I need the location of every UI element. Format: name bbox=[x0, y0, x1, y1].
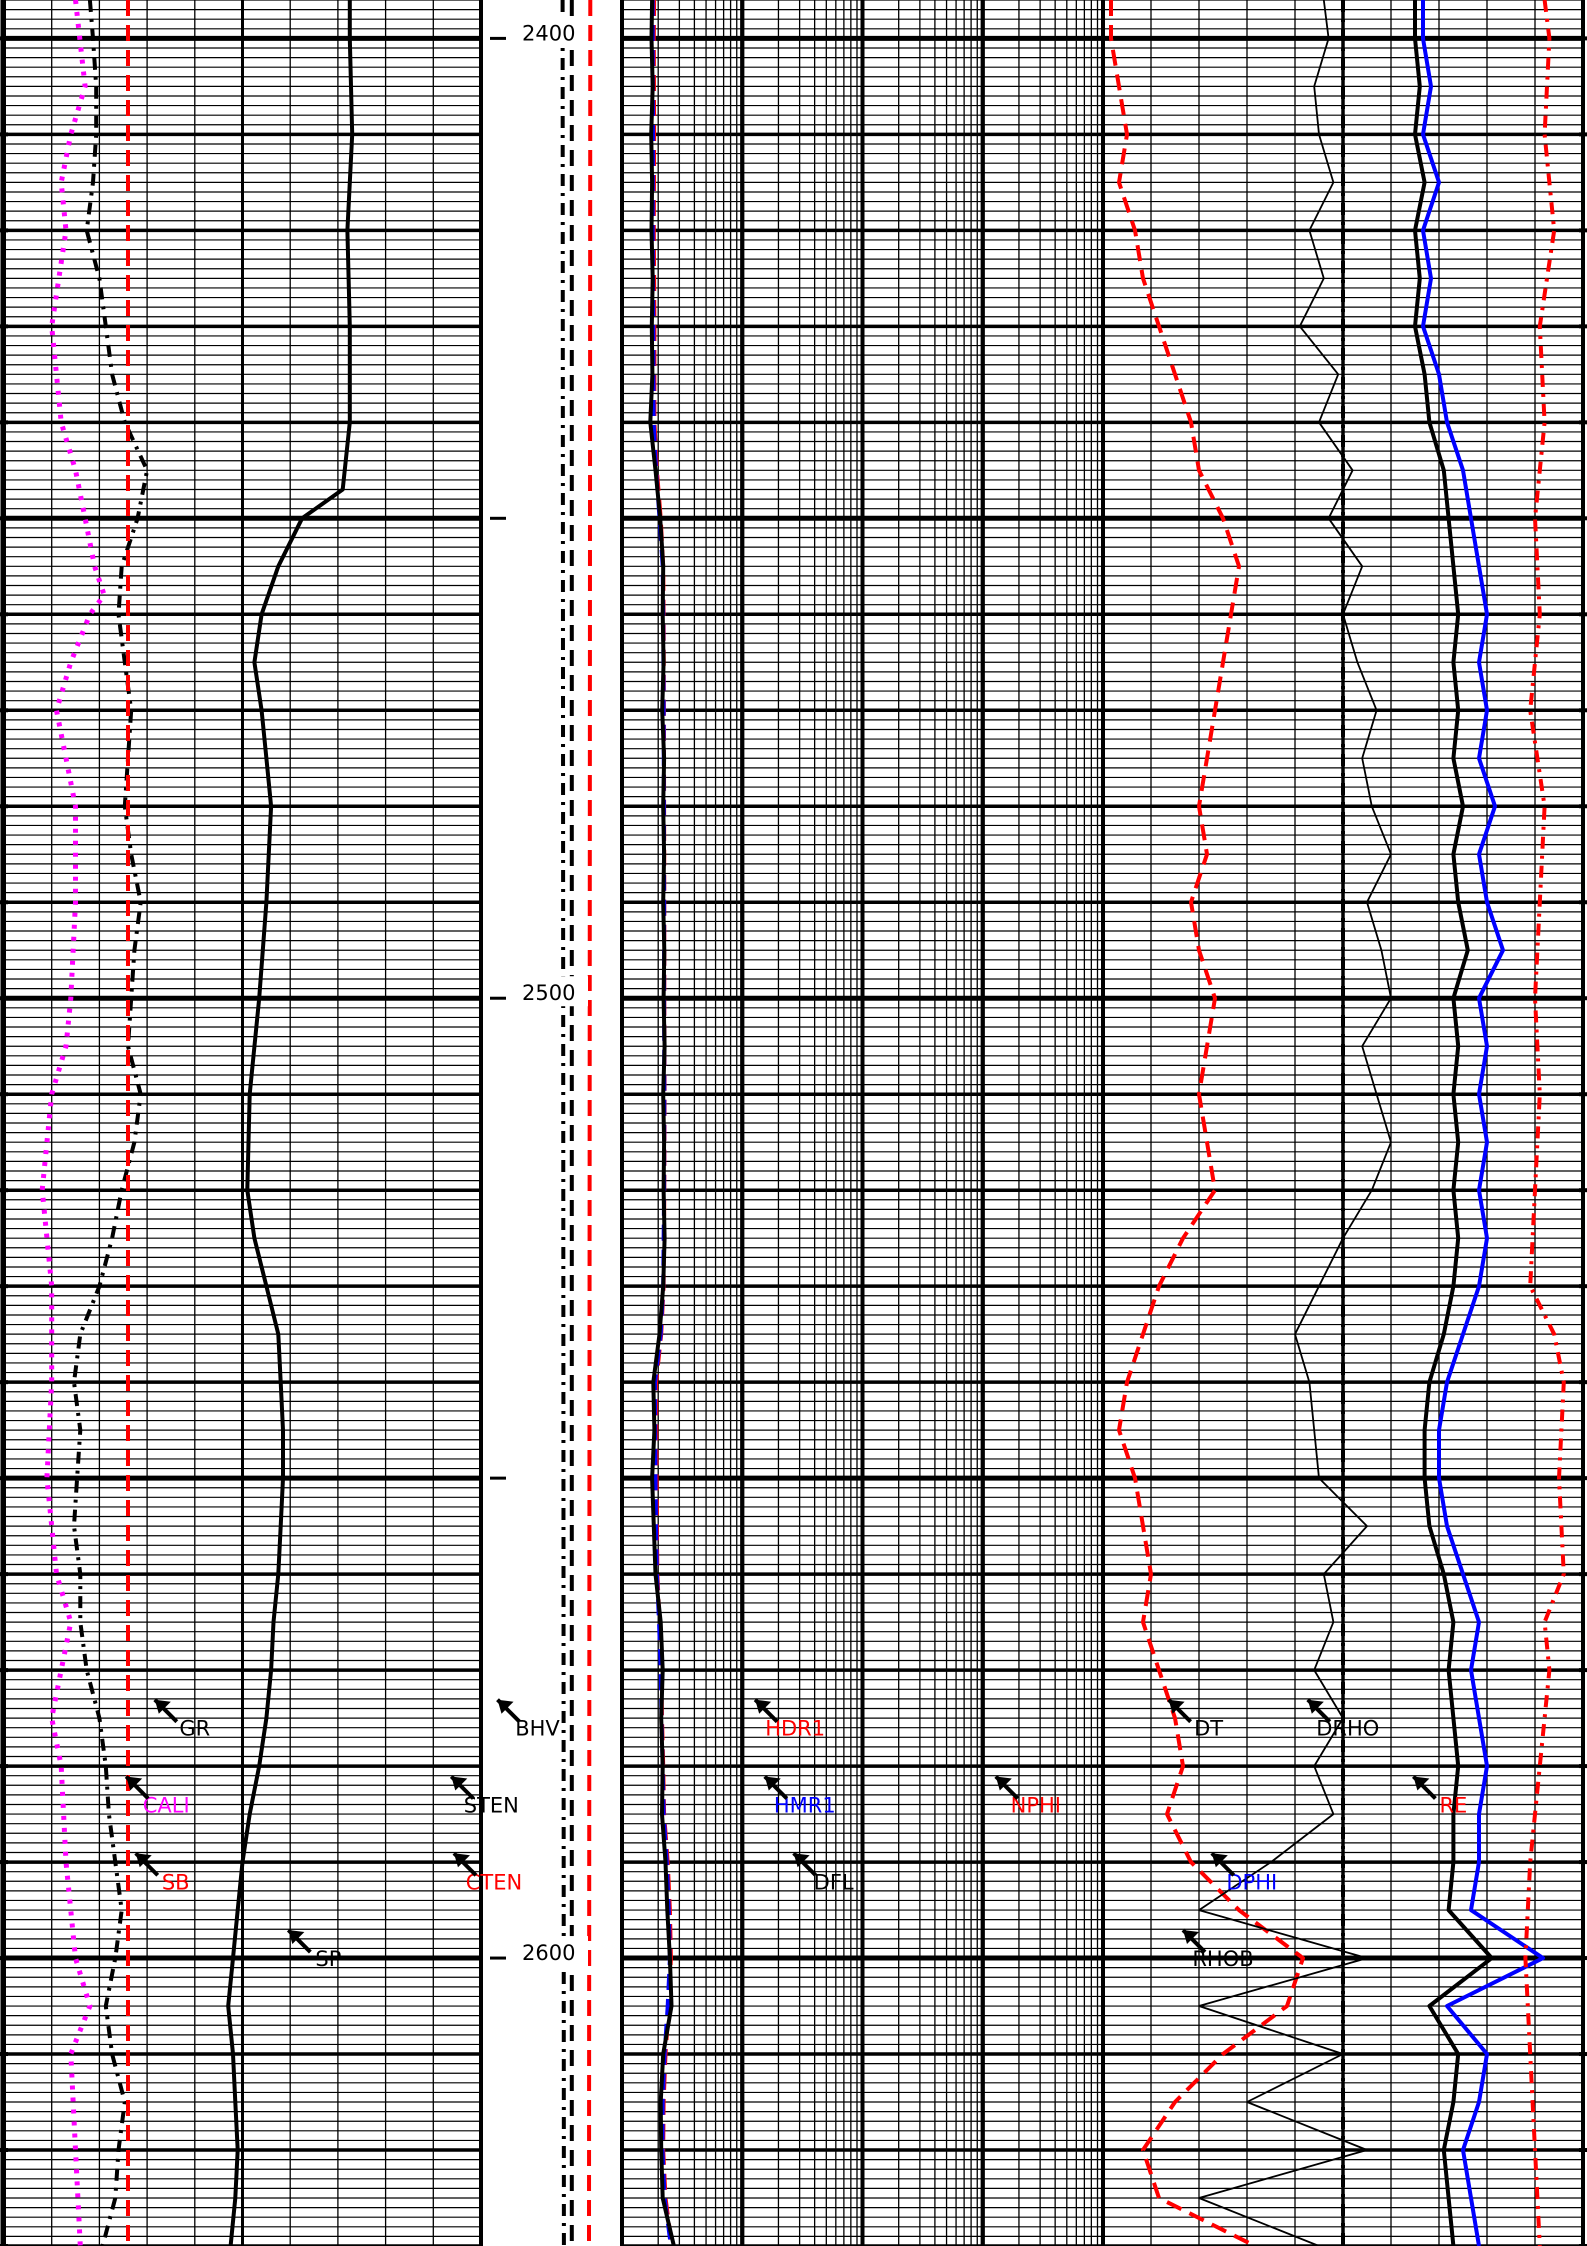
leader-arrowhead bbox=[1211, 1853, 1228, 1868]
curve-dt bbox=[1198, 0, 1392, 2246]
leader-arrowhead bbox=[1307, 1699, 1324, 1714]
curve-label-dfl: DFL bbox=[814, 1870, 854, 1894]
leader-arrowhead bbox=[1183, 1930, 1199, 1945]
depth-label: 2400 bbox=[522, 21, 575, 45]
curve-label-nphi: NPHI bbox=[1011, 1793, 1061, 1817]
leader-arrowhead bbox=[793, 1853, 810, 1868]
leader-arrowhead bbox=[497, 1699, 514, 1714]
curve-label-dphi: DPHI bbox=[1226, 1870, 1277, 1894]
curve-dfl bbox=[648, 0, 676, 2246]
depth-label-bg bbox=[520, 16, 588, 47]
curve-label-sp: SP bbox=[315, 1947, 341, 1971]
depth-label: 2500 bbox=[522, 981, 575, 1005]
leader-arrowhead bbox=[764, 1776, 781, 1791]
depth-labels-layer: 2400 2500 2600 bbox=[520, 16, 588, 1967]
curve-label-bhv: BHV bbox=[515, 1717, 560, 1741]
leader-arrowhead bbox=[154, 1699, 171, 1714]
curves-layer bbox=[39, 0, 1566, 2246]
curve-label-re: RE bbox=[1439, 1793, 1467, 1817]
leader-arrowhead bbox=[1168, 1699, 1185, 1714]
curve-sp bbox=[226, 0, 355, 2246]
depth-label-bg bbox=[520, 976, 588, 1007]
curve-nphi bbox=[1109, 0, 1305, 2246]
curve-gr bbox=[72, 0, 150, 2246]
depth-label: 2600 bbox=[522, 1941, 575, 1965]
curve-bhv bbox=[560, 0, 566, 2246]
leader-arrowhead bbox=[451, 1776, 468, 1791]
leader-arrowhead bbox=[126, 1776, 143, 1791]
curve-label-dt: DT bbox=[1194, 1717, 1223, 1741]
leader-arrowhead bbox=[755, 1699, 772, 1714]
curve-cali bbox=[39, 0, 107, 2246]
leader-arrowhead bbox=[453, 1853, 470, 1868]
curve-pe bbox=[1523, 0, 1566, 2246]
leader-arrowhead bbox=[995, 1776, 1012, 1791]
depth-label-bg bbox=[520, 1936, 588, 1967]
curve-label-sb: SB bbox=[162, 1870, 190, 1894]
curve-rhob bbox=[1413, 0, 1494, 2246]
curve-label-gr: GR bbox=[179, 1717, 210, 1741]
leader-arrowhead bbox=[288, 1930, 305, 1945]
curve-dphi bbox=[1421, 0, 1545, 2246]
leader-arrowhead bbox=[1413, 1776, 1430, 1791]
curve-label-cali: CALI bbox=[143, 1793, 190, 1817]
leader-arrowhead bbox=[135, 1853, 152, 1868]
